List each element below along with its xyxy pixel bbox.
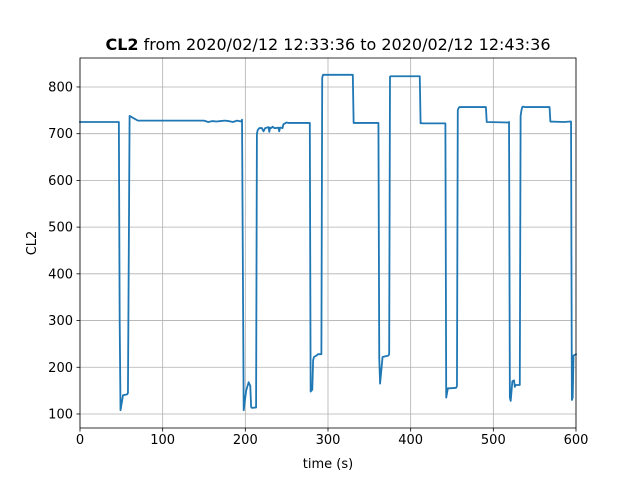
x-tick-label: 500 — [481, 433, 506, 448]
y-tick-label: 500 — [48, 221, 73, 236]
axis-ticks: 0 100 200 300 400 500 600100200300400500600700… — [48, 80, 588, 448]
x-tick-label: 100 — [150, 433, 175, 448]
y-axis-label: CL2 — [25, 231, 40, 256]
y-tick-label: 100 — [48, 407, 73, 422]
x-axis-label: time (s) — [303, 457, 353, 472]
x-tick-label: 600 — [564, 433, 589, 448]
chart-title: CL2 from 2020/02/12 12:33:36 to 2020/02/… — [105, 35, 550, 54]
grid-lines — [79, 58, 577, 428]
x-tick-label: 0 — [76, 433, 84, 448]
y-tick-label: 800 — [48, 80, 73, 95]
x-tick-label: 300 — [316, 433, 341, 448]
y-tick-label: 200 — [48, 361, 73, 376]
chart-title-bold: CL2 — [105, 35, 138, 54]
series-line — [79, 73, 578, 412]
x-tick-label: 400 — [398, 433, 423, 448]
y-tick-label: 700 — [48, 127, 73, 142]
x-tick-label: 200 — [233, 433, 258, 448]
y-tick-label: 400 — [48, 267, 73, 282]
y-tick-label: 300 — [48, 314, 73, 329]
plot-area — [79, 73, 578, 412]
y-tick-label: 600 — [48, 174, 73, 189]
chart-title-rest: from 2020/02/12 12:33:36 to 2020/02/12 1… — [139, 35, 551, 54]
